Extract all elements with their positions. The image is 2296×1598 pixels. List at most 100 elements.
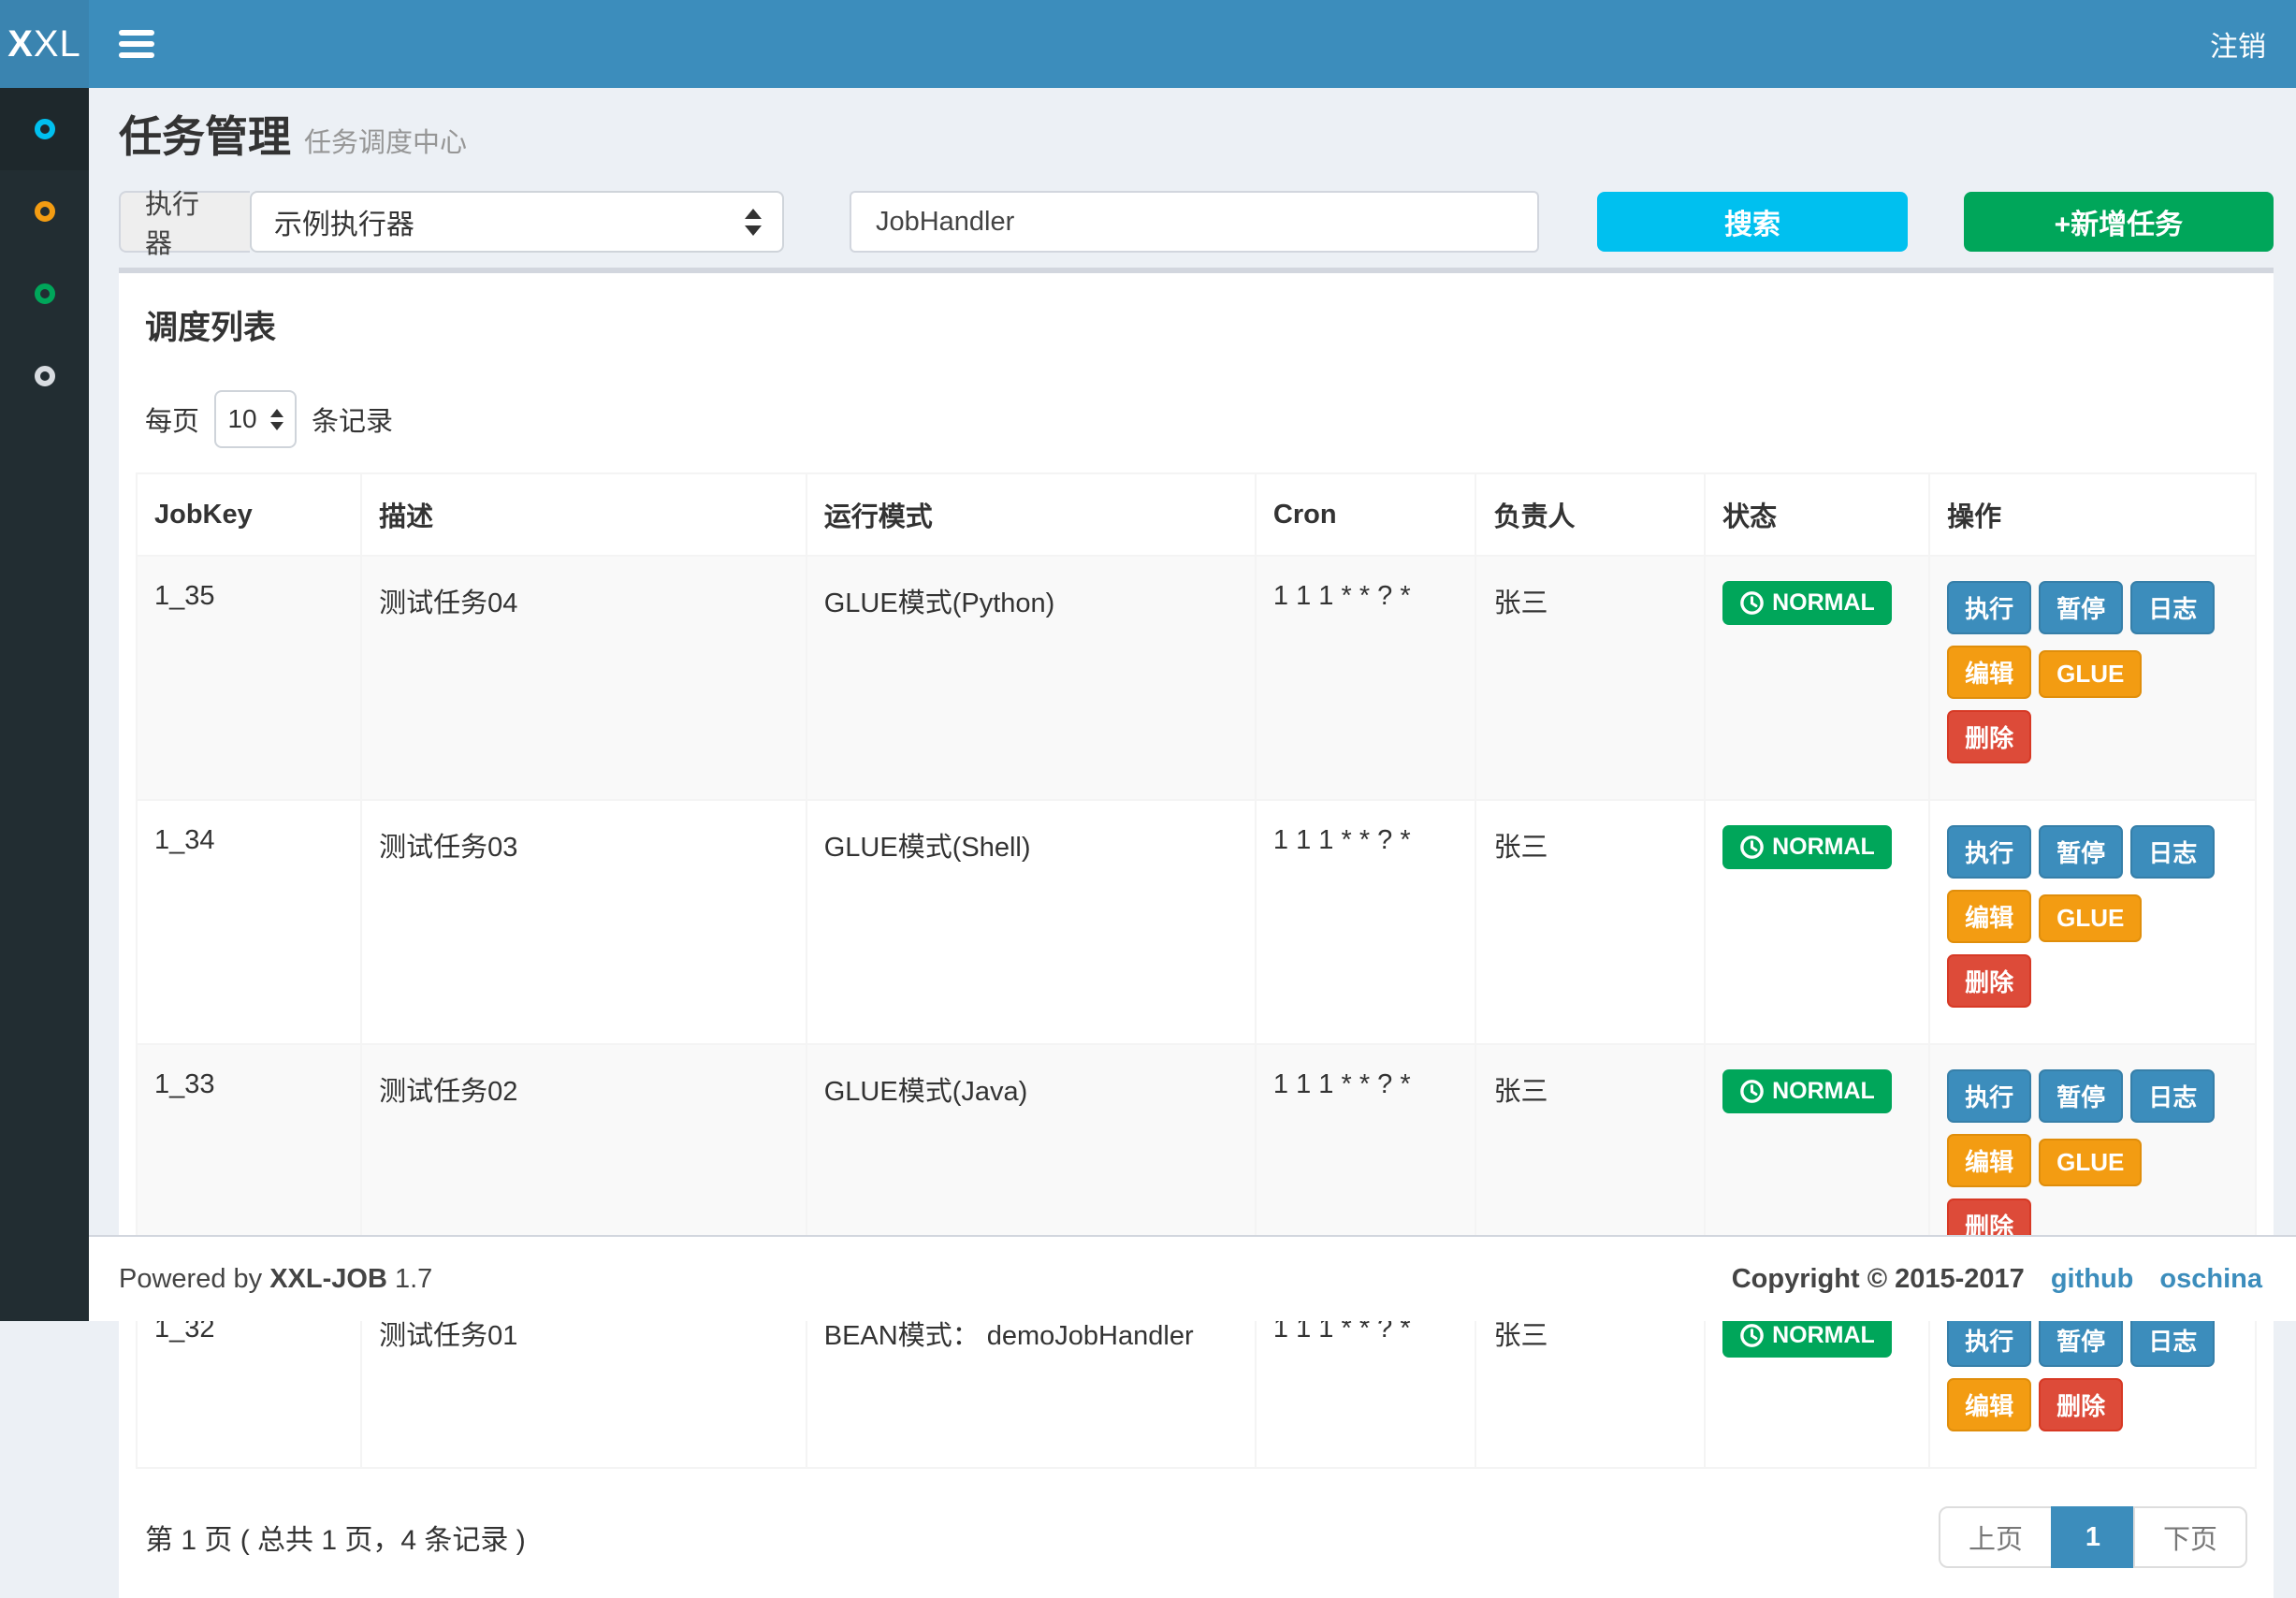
circle-icon	[35, 283, 55, 304]
circle-icon	[35, 119, 55, 139]
executor-label: 执行器	[119, 191, 250, 253]
column-header: 运行模式	[807, 473, 1256, 556]
log-button[interactable]: 日志	[2130, 581, 2215, 634]
clock-icon	[1739, 835, 1765, 860]
delete-button[interactable]: 删除	[2039, 1378, 2123, 1431]
jobhandler-input[interactable]	[1039, 191, 1539, 253]
panel-title: 调度列表	[145, 301, 2257, 349]
trigger-button[interactable]: 执行	[1947, 825, 2031, 879]
status-label: NORMAL	[1772, 1322, 1875, 1349]
navbar-main: 注销	[89, 0, 2296, 88]
select-arrows-icon	[270, 409, 283, 430]
clock-icon	[1739, 1323, 1765, 1348]
sidebar-item-2[interactable]	[0, 170, 89, 253]
status-label: NORMAL	[1772, 589, 1875, 617]
cell-owner: 张三	[1475, 556, 1705, 800]
log-button[interactable]: 日志	[2130, 1069, 2215, 1123]
delete-button[interactable]: 删除	[1947, 710, 2031, 763]
cell-owner: 张三	[1475, 800, 1705, 1044]
footer-powered-by: Powered by XXL-JOB 1.7	[119, 1264, 432, 1295]
footer-link-oschina[interactable]: oschina	[2159, 1264, 2262, 1294]
pause-button[interactable]: 暂停	[2039, 1314, 2123, 1367]
edit-button[interactable]: 编辑	[1947, 890, 2031, 943]
cell-jobkey: 1_34	[137, 800, 361, 1044]
content-header: 任务管理 任务调度中心	[89, 88, 2296, 165]
edit-button[interactable]: 编辑	[1947, 1134, 2031, 1187]
footer-right: Copyright © 2015-2017 github oschina	[1732, 1264, 2262, 1295]
pagination-info: 第 1 页 ( 总共 1 页，4 条记录 )	[145, 1517, 526, 1558]
pause-button[interactable]: 暂停	[2039, 1069, 2123, 1123]
page-length-suffix: 条记录	[312, 400, 393, 439]
column-header: JobKey	[137, 473, 361, 556]
trigger-button[interactable]: 执行	[1947, 581, 2031, 634]
sidebar-item-3[interactable]	[0, 253, 89, 335]
cell-status: NORMAL	[1705, 556, 1929, 800]
brand-text: XXL-JOB	[269, 1264, 387, 1294]
page-length-prefix: 每页	[145, 400, 199, 439]
cell-jobkey: 1_35	[137, 556, 361, 800]
sidebar-item-1[interactable]	[0, 88, 89, 170]
footer-link-github[interactable]: github	[2051, 1264, 2134, 1294]
status-badge: NORMAL	[1722, 1069, 1892, 1113]
log-button[interactable]: 日志	[2130, 1314, 2215, 1367]
footer-links: github oschina	[2025, 1264, 2262, 1295]
page-length-select[interactable]: 10	[214, 390, 297, 448]
glue-button[interactable]: GLUE	[2039, 650, 2142, 698]
pagination: 上页 1 下页	[1939, 1506, 2247, 1568]
executor-select[interactable]: 示例执行器	[250, 191, 784, 253]
delete-button[interactable]: 删除	[1947, 954, 2031, 1008]
copyright-text: Copyright © 2015-2017	[1732, 1264, 2025, 1295]
circle-icon	[35, 201, 55, 222]
page-length-value: 10	[227, 404, 256, 434]
cell-cron: 1 1 1 * * ? *	[1256, 800, 1476, 1044]
pause-button[interactable]: 暂停	[2039, 825, 2123, 879]
glue-button[interactable]: GLUE	[2039, 894, 2142, 942]
trigger-button[interactable]: 执行	[1947, 1069, 2031, 1123]
main-content: 任务管理 任务调度中心 执行器 示例执行器 JobHandler 搜索 +新增任…	[89, 88, 2296, 1321]
status-badge: NORMAL	[1722, 581, 1892, 625]
column-header: Cron	[1256, 473, 1476, 556]
logout-link[interactable]: 注销	[2210, 23, 2266, 65]
page-subtitle: 任务调度中心	[304, 121, 467, 160]
page-1-button[interactable]: 1	[2051, 1506, 2135, 1568]
prev-page-button[interactable]: 上页	[1939, 1506, 2053, 1568]
sidebar-toggle-icon[interactable]	[119, 24, 154, 64]
logo-text-bold: X	[7, 23, 34, 65]
filter-row: 执行器 示例执行器 JobHandler 搜索 +新增任务	[89, 165, 2296, 253]
edit-button[interactable]: 编辑	[1947, 1378, 2031, 1431]
log-button[interactable]: 日志	[2130, 825, 2215, 879]
next-page-button[interactable]: 下页	[2133, 1506, 2247, 1568]
pause-button[interactable]: 暂停	[2039, 581, 2123, 634]
add-job-button[interactable]: +新增任务	[1964, 192, 2274, 252]
jobhandler-label: JobHandler	[850, 191, 1039, 253]
executor-filter-group: 执行器 示例执行器	[119, 191, 784, 253]
jobhandler-filter-group: JobHandler	[850, 191, 1539, 253]
sidebar-menu	[0, 88, 89, 1321]
cell-status: NORMAL	[1705, 800, 1929, 1044]
sidebar-item-4[interactable]	[0, 335, 89, 417]
logo-text: XL	[34, 23, 81, 65]
table-footer: 第 1 页 ( 总共 1 页，4 条记录 ) 上页 1 下页	[136, 1506, 2257, 1568]
column-header: 操作	[1929, 473, 2256, 556]
column-header: 负责人	[1475, 473, 1705, 556]
cell-description: 测试任务03	[361, 800, 807, 1044]
edit-button[interactable]: 编辑	[1947, 646, 2031, 699]
status-badge: NORMAL	[1722, 825, 1892, 869]
clock-icon	[1739, 590, 1765, 616]
search-button[interactable]: 搜索	[1597, 192, 1907, 252]
trigger-button[interactable]: 执行	[1947, 1314, 2031, 1367]
version-text: 1.7	[395, 1264, 432, 1294]
clock-icon	[1739, 1079, 1765, 1104]
cell-run-mode: GLUE模式(Shell)	[807, 800, 1256, 1044]
cell-description: 测试任务04	[361, 556, 807, 800]
column-header: 状态	[1705, 473, 1929, 556]
glue-button[interactable]: GLUE	[2039, 1139, 2142, 1186]
cell-run-mode: GLUE模式(Python)	[807, 556, 1256, 800]
